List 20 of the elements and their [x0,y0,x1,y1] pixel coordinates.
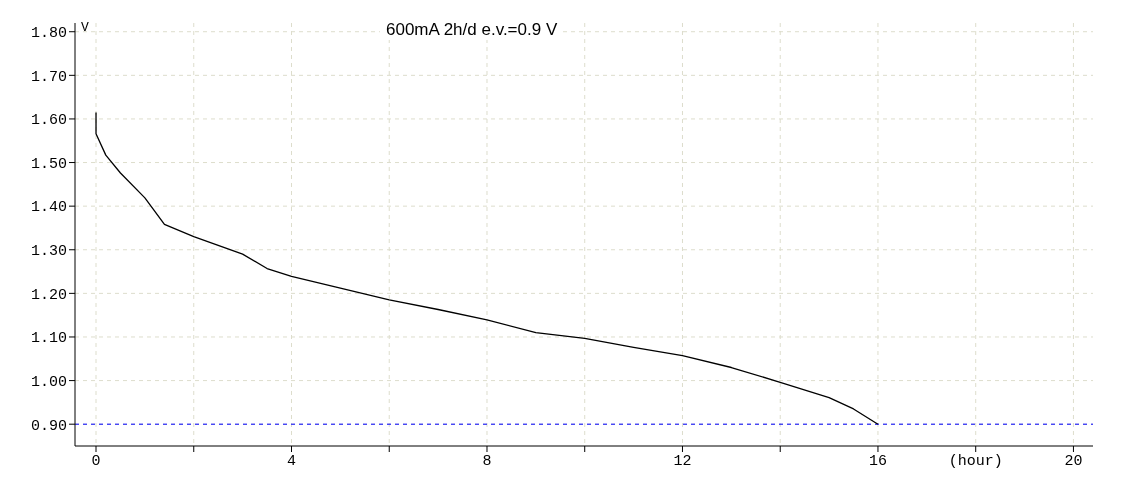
y-tick-label: 1.70 [30,68,67,86]
y-tick-label: 1.00 [30,373,67,391]
x-tick-label: 0 [91,452,101,470]
y-tick-label: 1.10 [30,330,67,348]
x-tick-label: 12 [673,452,692,470]
y-tick-label: 1.40 [30,199,67,217]
line-series [95,111,879,425]
y-axis-title: V [81,20,89,35]
y-tick-label: 1.60 [30,112,67,130]
chart-title: 600mA 2h/d e.v.=0.9 V [380,20,564,40]
y-tick-label: 1.50 [30,155,67,173]
x-tick-label: 4 [286,452,297,470]
y-tick-label: 0.90 [30,417,67,435]
x-tick-label: 16 [868,452,887,470]
x-tick-label: (hour) [948,452,1003,470]
y-tick-label: 1.80 [30,25,67,43]
y-tick-label: 1.30 [30,243,67,261]
x-tick-label: 20 [1064,452,1083,470]
y-tick-label: 1.20 [30,286,67,304]
x-tick-label: 8 [482,452,492,470]
